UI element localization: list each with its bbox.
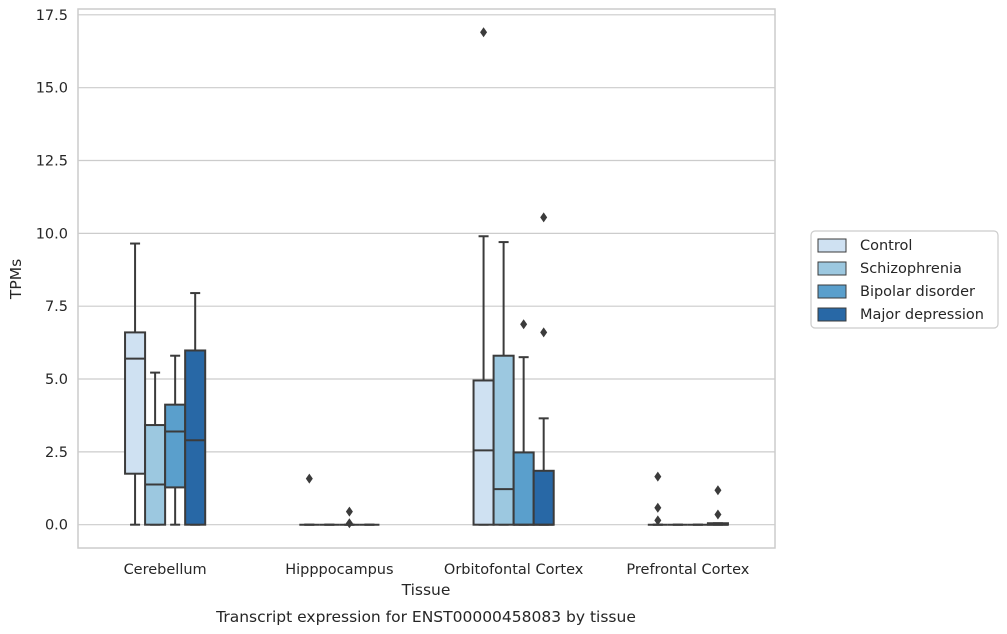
box [184, 292, 207, 526]
box-iqr [492, 354, 515, 526]
y-axis-label: TPMs [7, 259, 25, 300]
box-iqr [144, 424, 167, 526]
box-iqr [532, 469, 555, 526]
outlier-point [654, 471, 662, 482]
box [706, 485, 729, 526]
outlier-point [345, 518, 353, 529]
legend-entry: Bipolar disorder [817, 284, 975, 300]
x-tick-label: Prefrontal Cortex [626, 562, 749, 578]
outlier-point [714, 485, 722, 496]
box [124, 242, 147, 526]
box [339, 506, 360, 529]
y-tick-label: 0.0 [45, 518, 68, 534]
outlier-point [540, 212, 548, 223]
box [492, 241, 515, 526]
box [144, 371, 167, 526]
legend-entry: Control [817, 238, 912, 254]
legend-swatch [817, 284, 847, 299]
y-tick-label: 10.0 [36, 226, 68, 242]
x-tick-label: Orbitofontal Cortex [444, 562, 584, 578]
box [532, 212, 555, 526]
legend-swatch [817, 307, 847, 322]
legend-frame [810, 230, 999, 329]
box [164, 354, 187, 526]
y-tick-label: 2.5 [45, 445, 68, 461]
y-tick-label: 15.0 [36, 81, 68, 97]
box-series [124, 27, 729, 529]
legend-swatch [817, 238, 847, 253]
box [299, 473, 320, 526]
y-tick-label: 7.5 [45, 299, 68, 315]
legend-label: Control [860, 238, 912, 254]
outlier-point [540, 327, 548, 338]
legend-label: Major depression [860, 307, 984, 323]
outlier-point [654, 502, 662, 513]
box-iqr [184, 349, 207, 526]
box-iqr [472, 379, 495, 526]
legend: Control Schizophrenia Bipolar disorder Majo… [810, 230, 999, 329]
series-control [124, 27, 668, 526]
y-tick-label: 5.0 [45, 372, 68, 388]
series-major-depression [184, 212, 729, 526]
legend-entry: Major depression [817, 307, 984, 323]
series-bipolar-disorder [164, 319, 708, 529]
legend-label: Schizophrenia [860, 261, 962, 277]
outlier-point [305, 473, 313, 484]
box-iqr [164, 403, 187, 489]
y-axis-ticks: 0.0 2.5 5.0 7.5 10.0 12.5 15.0 17.5 [36, 8, 68, 534]
chart-caption: Transcript expression for ENST0000045808… [215, 608, 636, 626]
legend-entry: Schizophrenia [817, 261, 962, 277]
box-iqr [512, 451, 535, 526]
series-schizophrenia [144, 241, 688, 526]
outlier-point [345, 506, 353, 517]
y-tick-label: 17.5 [36, 8, 68, 24]
outlier-point [654, 515, 662, 526]
box [512, 319, 535, 526]
box-iqr [124, 331, 147, 475]
outlier-point [714, 509, 722, 520]
y-tick-label: 12.5 [36, 154, 68, 170]
x-axis-ticks: Cerebellum Hipppocampus Orbitofontal Corte… [124, 562, 750, 578]
box [647, 471, 668, 526]
outlier-point [520, 319, 528, 330]
x-tick-label: Hipppocampus [285, 562, 393, 578]
legend-swatch [817, 261, 847, 276]
x-tick-label: Cerebellum [124, 562, 207, 578]
legend-label: Bipolar disorder [860, 284, 975, 300]
outlier-point [480, 27, 488, 38]
x-axis-label: Tissue [401, 581, 451, 599]
